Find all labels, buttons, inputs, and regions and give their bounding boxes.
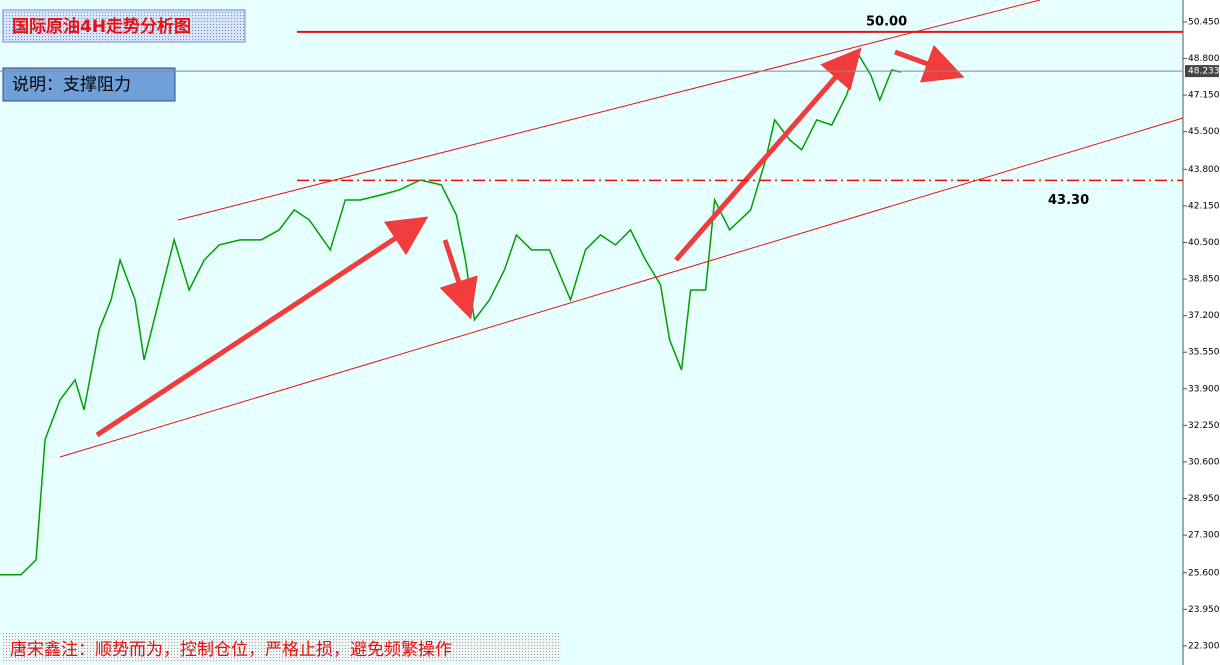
y-tick-label: 38.850 [1188,275,1220,285]
current-price-label: 48.233 [1188,67,1220,77]
plot [0,53,901,576]
subtitle-box [2,67,176,102]
footnote: 唐宋鑫注：顺势而为，控制仓位，严格止损，避免频繁操作 [10,639,452,660]
y-tick-label: 23.950 [1188,605,1220,615]
level-label: 43.30 [1048,193,1089,208]
price-line [0,53,901,576]
arrow [439,239,478,320]
arrow [894,44,965,83]
y-tick-label: 42.150 [1188,201,1220,211]
y-tick-label: 22.300 [1188,641,1220,651]
title-box [2,9,246,43]
chart-title: 国际原油4H走势分析图 [12,16,191,37]
y-tick-label: 25.600 [1188,568,1220,578]
level-label: 50.00 [866,14,907,29]
arrow [674,47,862,262]
y-tick-label: 47.150 [1188,91,1220,101]
y-tick-label: 37.200 [1188,311,1220,321]
y-tick-label: 33.900 [1188,384,1220,394]
y-tick-label: 35.550 [1188,348,1220,358]
y-tick-label: 32.250 [1188,421,1220,431]
channel-lower [59,117,1184,458]
y-tick-label: 27.300 [1188,531,1220,541]
arrows [95,44,965,438]
y-tick-label: 40.500 [1188,238,1220,248]
y-tick-label: 50.450 [1188,17,1220,27]
channel-upper [177,0,1041,221]
plot-bg [0,0,1183,665]
footnote-box [3,633,561,663]
subtitle: 说明：支撑阻力 [12,75,131,95]
current-price-box [1185,65,1219,78]
y-tick-label: 30.600 [1188,457,1220,467]
y-tick-label: 28.950 [1188,494,1220,504]
arrow [95,216,429,438]
y-tick-label: 48.800 [1188,54,1220,64]
axis-bg [1183,0,1220,665]
y-tick-label: 45.500 [1188,127,1220,137]
y-tick-label: 43.800 [1188,165,1220,175]
